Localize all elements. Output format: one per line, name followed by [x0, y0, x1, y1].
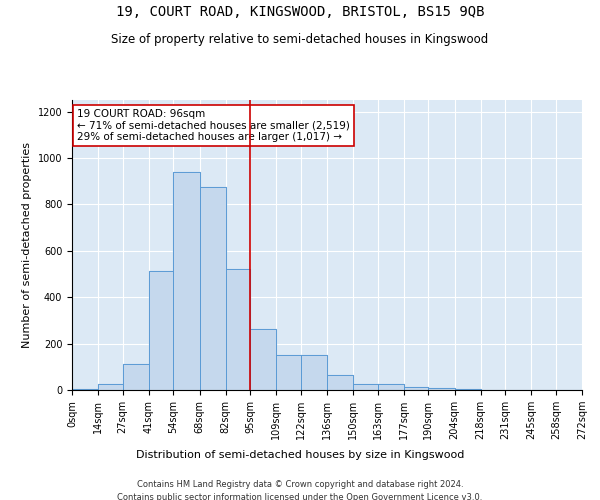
Y-axis label: Number of semi-detached properties: Number of semi-detached properties — [22, 142, 32, 348]
Text: 19 COURT ROAD: 96sqm
← 71% of semi-detached houses are smaller (2,519)
29% of se: 19 COURT ROAD: 96sqm ← 71% of semi-detac… — [77, 108, 350, 142]
Text: Contains public sector information licensed under the Open Government Licence v3: Contains public sector information licen… — [118, 492, 482, 500]
Text: 19, COURT ROAD, KINGSWOOD, BRISTOL, BS15 9QB: 19, COURT ROAD, KINGSWOOD, BRISTOL, BS15… — [116, 5, 484, 19]
Text: Size of property relative to semi-detached houses in Kingswood: Size of property relative to semi-detach… — [112, 32, 488, 46]
Text: Distribution of semi-detached houses by size in Kingswood: Distribution of semi-detached houses by … — [136, 450, 464, 460]
Text: Contains HM Land Registry data © Crown copyright and database right 2024.: Contains HM Land Registry data © Crown c… — [137, 480, 463, 489]
